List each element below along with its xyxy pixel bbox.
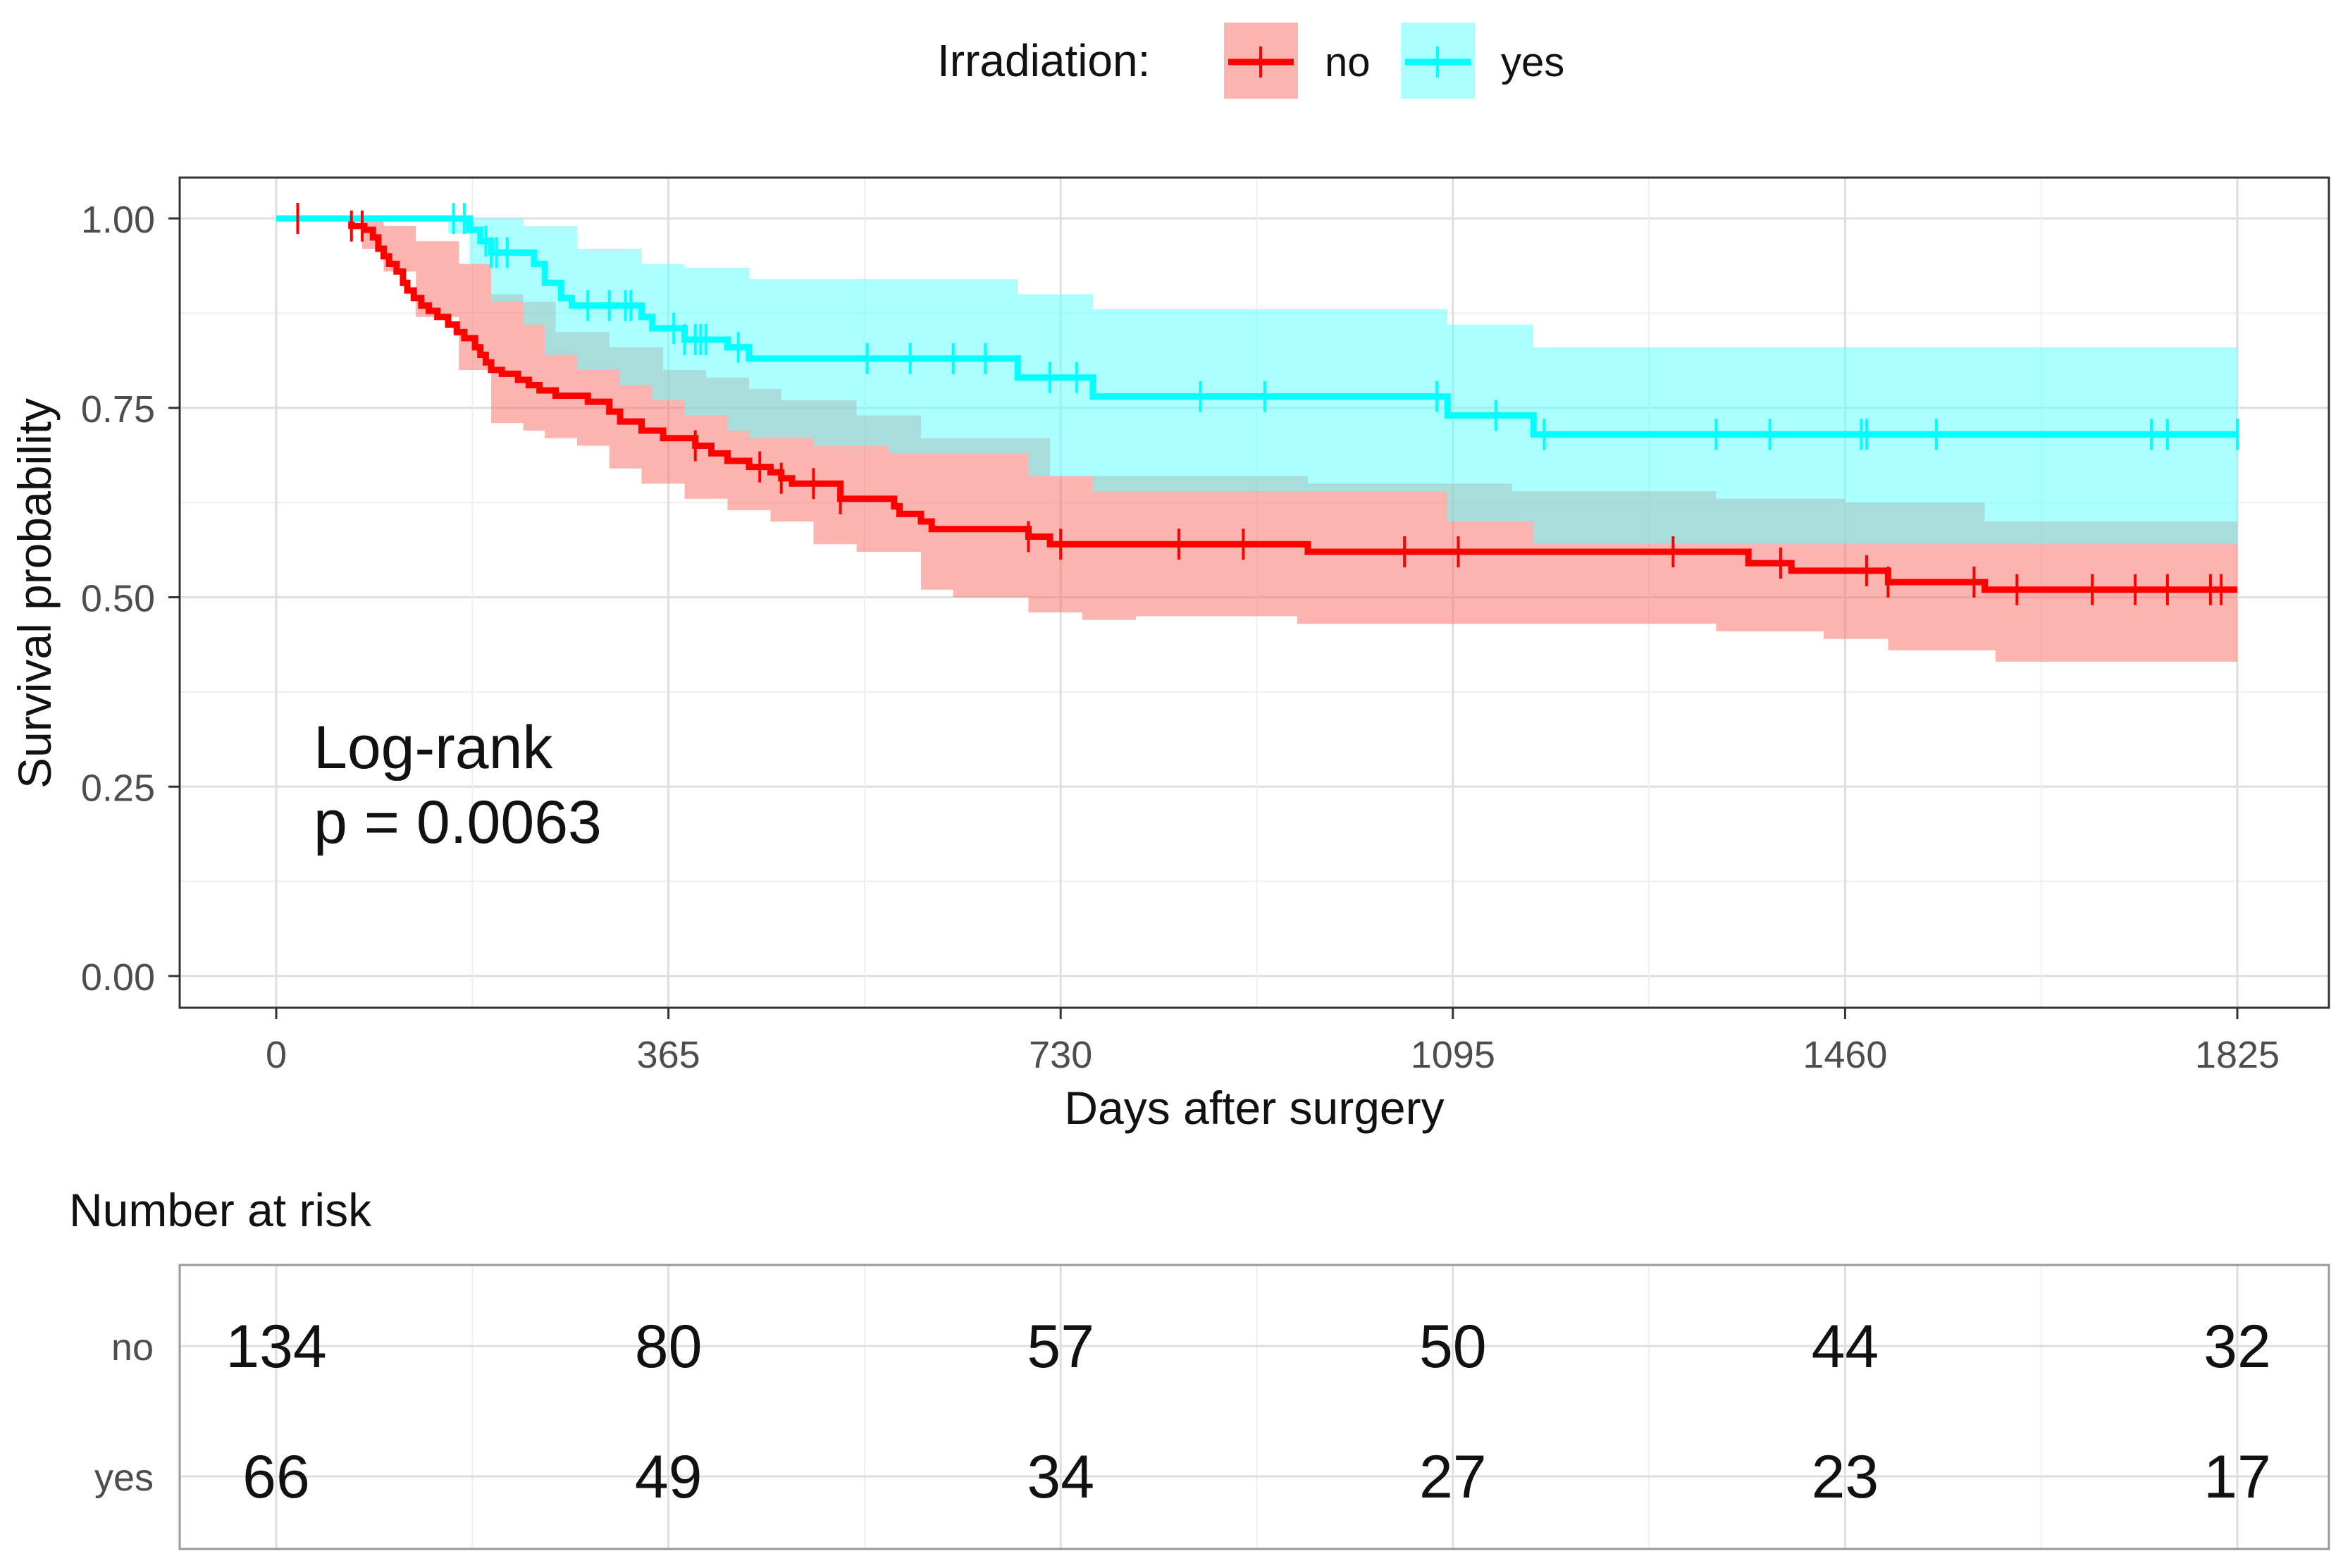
risk-table-grid <box>180 1265 2329 1549</box>
legend: Irradiation: no yes <box>937 23 1564 99</box>
y-tick-label: 0.50 <box>81 578 155 620</box>
y-tick-label: 0.75 <box>81 388 155 431</box>
x-tick-label: 1825 <box>2195 1034 2280 1076</box>
legend-label-no: no <box>1325 39 1371 85</box>
risk-cell-yes: 49 <box>635 1443 703 1511</box>
risk-cell-yes: 17 <box>2203 1443 2271 1511</box>
risk-row-label-yes: yes <box>94 1457 154 1499</box>
p-value-label: p = 0.0063 <box>314 789 602 856</box>
risk-table-cells: no 134 80 57 50 44 32 yes 66 49 34 27 23 17 <box>94 1313 2271 1511</box>
y-tick-label: 0.00 <box>81 956 155 999</box>
risk-table-border <box>178 1264 2330 1550</box>
risk-cell-yes: 23 <box>1812 1443 1879 1511</box>
risk-table: no 134 80 57 50 44 32 yes 66 49 34 27 23 17 <box>94 1264 2330 1550</box>
risk-cell-no: 57 <box>1027 1313 1094 1381</box>
risk-cell-no: 32 <box>2203 1313 2271 1381</box>
x-tick-label: 1095 <box>1411 1034 1495 1076</box>
risk-cell-no: 50 <box>1419 1313 1487 1381</box>
y-tick-label: 1.00 <box>81 199 155 241</box>
risk-table-title: Number at risk <box>69 1184 372 1236</box>
risk-cell-yes: 34 <box>1027 1443 1094 1511</box>
y-tick-label: 0.25 <box>81 767 155 809</box>
censor-marks <box>296 203 2239 605</box>
x-tick-label: 730 <box>1029 1034 1092 1076</box>
legend-title: Irradiation: <box>937 35 1150 86</box>
legend-label-yes: yes <box>1501 39 1564 85</box>
x-axis-title: Days after surgery <box>1064 1082 1444 1134</box>
x-tick-label: 0 <box>266 1034 287 1076</box>
survival-curve-no <box>276 215 2237 593</box>
y-axis-title: Survival probability <box>8 398 61 789</box>
plot-panel: 0.00 0.25 0.50 0.75 1.00 0 365 730 1095 1460 1825 <box>81 176 2330 1076</box>
risk-cell-no: 134 <box>225 1313 327 1381</box>
risk-cell-no: 80 <box>635 1313 703 1381</box>
confidence-band-yes <box>276 218 2237 545</box>
risk-cell-no: 44 <box>1812 1313 1879 1381</box>
log-rank-label: Log-rank <box>314 714 553 782</box>
risk-row-label-no: no <box>111 1326 154 1369</box>
plot-border <box>178 176 2330 1009</box>
axes: 0.00 0.25 0.50 0.75 1.00 0 365 730 1095 1460 1825 <box>81 199 2280 1076</box>
risk-cell-yes: 66 <box>242 1443 310 1511</box>
x-tick-label: 365 <box>637 1034 700 1076</box>
risk-cell-yes: 27 <box>1419 1443 1487 1511</box>
x-tick-label: 1460 <box>1803 1034 1887 1076</box>
